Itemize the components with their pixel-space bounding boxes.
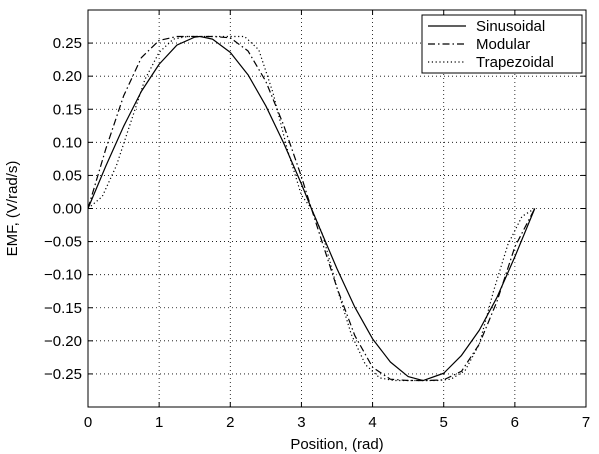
ticks: 0 1 2 3 4 5 6 7 0.25 0.20 0.15 0.10 0.05 0.00 −0.05 −0.… <box>44 10 590 431</box>
y-tick-label: −0.20 <box>44 333 82 350</box>
x-tick-label: 4 <box>368 414 376 431</box>
x-tick-label: 6 <box>511 414 519 431</box>
y-tick-label: 0.15 <box>53 101 82 118</box>
grid <box>88 10 586 407</box>
x-tick-label: 1 <box>155 414 163 431</box>
legend-label-modular: Modular <box>476 36 530 53</box>
series-modular-line <box>87 35 536 382</box>
x-tick-label: 0 <box>84 414 92 431</box>
x-tick-label: 2 <box>226 414 234 431</box>
x-axis-label: Position, (rad) <box>290 436 383 453</box>
legend-label-sinusoidal: Sinusoidal <box>476 18 545 35</box>
y-tick-label: −0.15 <box>44 300 82 317</box>
x-tick-label: 5 <box>440 414 448 431</box>
series-lines <box>87 35 536 382</box>
series-trapezoidal-line <box>87 35 536 382</box>
x-tick-label: 7 <box>582 414 590 431</box>
y-tick-label: −0.05 <box>44 234 82 251</box>
y-axis-label: EMF, (V/rad/s) <box>4 161 21 257</box>
legend-label-trapezoidal: Trapezoidal <box>476 54 554 71</box>
y-tick-label: −0.10 <box>44 267 82 284</box>
x-tick-label: 3 <box>297 414 305 431</box>
y-tick-label: 0.25 <box>53 35 82 52</box>
series-sinusoidal-line <box>87 35 536 382</box>
y-tick-label: −0.25 <box>44 366 82 383</box>
y-tick-label: 0.20 <box>53 68 82 85</box>
y-tick-label: 0.10 <box>53 134 82 151</box>
y-tick-label: 0.05 <box>53 167 82 184</box>
y-tick-label: 0.00 <box>53 201 82 218</box>
